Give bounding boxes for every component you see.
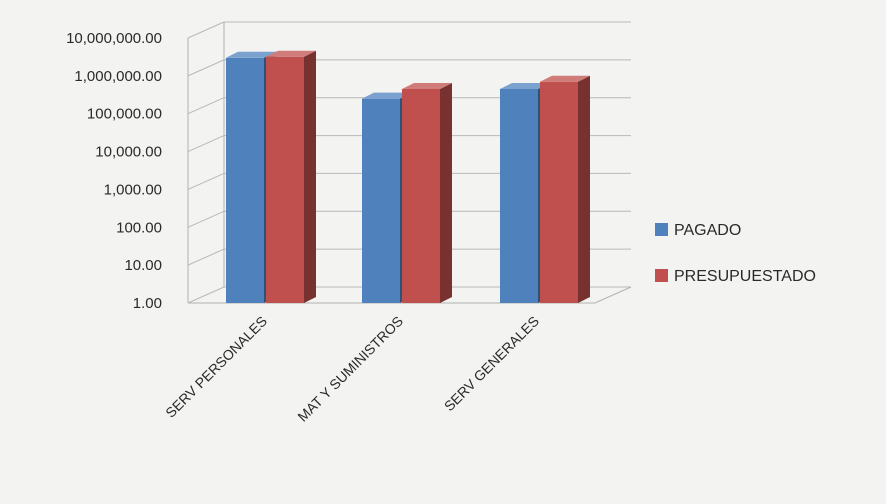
bar-top: [266, 50, 316, 57]
bar-top: [540, 75, 590, 82]
bar-top: [500, 82, 550, 89]
gridline-side: [187, 210, 225, 228]
y-tick-label: 10,000,000.00: [66, 30, 162, 47]
bar-side: [304, 50, 316, 303]
y-axis-ticks: 10,000,000.00 1,000,000.00 100,000.00 10,00…: [66, 30, 162, 312]
y-tick-label: 1.00: [133, 295, 162, 312]
bar-front: [540, 81, 578, 304]
category-label: MAT Y SUMINISTROS: [294, 313, 406, 425]
y-tick-label: 100,000.00: [87, 106, 162, 123]
gridline-side: [187, 97, 225, 115]
y-tick-label: 10,000.00: [95, 144, 162, 161]
legend: PAGADO PRESUPUESTADO: [655, 222, 816, 285]
y-tick-label: 100.00: [116, 219, 162, 236]
bar: [540, 75, 590, 304]
bar-front: [500, 88, 538, 303]
category-label: SERV GENERALES: [441, 313, 542, 414]
bar-front: [266, 56, 304, 303]
bar-top: [226, 51, 276, 58]
y-tick-label: 10.00: [124, 257, 162, 274]
gridline-side: [187, 135, 225, 153]
bar-top: [362, 92, 412, 99]
bar-side: [578, 75, 590, 304]
bar-top: [402, 82, 452, 89]
legend-swatch: [655, 223, 668, 236]
bar-side: [440, 82, 452, 303]
legend-swatch: [655, 269, 668, 282]
gridline-side: [187, 172, 225, 190]
category-label: SERV PERSONALES: [162, 313, 270, 421]
y-tick-label: 1,000,000.00: [74, 68, 162, 85]
gridline-side: [187, 21, 225, 39]
y-tick-label: 1,000.00: [104, 181, 162, 198]
bar-front: [362, 98, 400, 303]
bar-front: [402, 88, 440, 303]
legend-entry: PAGADO: [655, 222, 741, 239]
x-axis-categories: SERV PERSONALES MAT Y SUMINISTROS SERV GEN…: [162, 313, 542, 425]
gridline-side: [187, 59, 225, 77]
gridline-side: [187, 248, 225, 266]
legend-label: PAGADO: [674, 222, 741, 239]
bar: [266, 50, 316, 303]
bars: [226, 50, 590, 304]
bar: [402, 82, 452, 303]
gridline-side: [187, 286, 225, 304]
bar-front: [226, 57, 264, 304]
legend-entry: PRESUPUESTADO: [655, 268, 816, 285]
legend-label: PRESUPUESTADO: [674, 268, 816, 285]
floor-edge: [188, 286, 632, 304]
